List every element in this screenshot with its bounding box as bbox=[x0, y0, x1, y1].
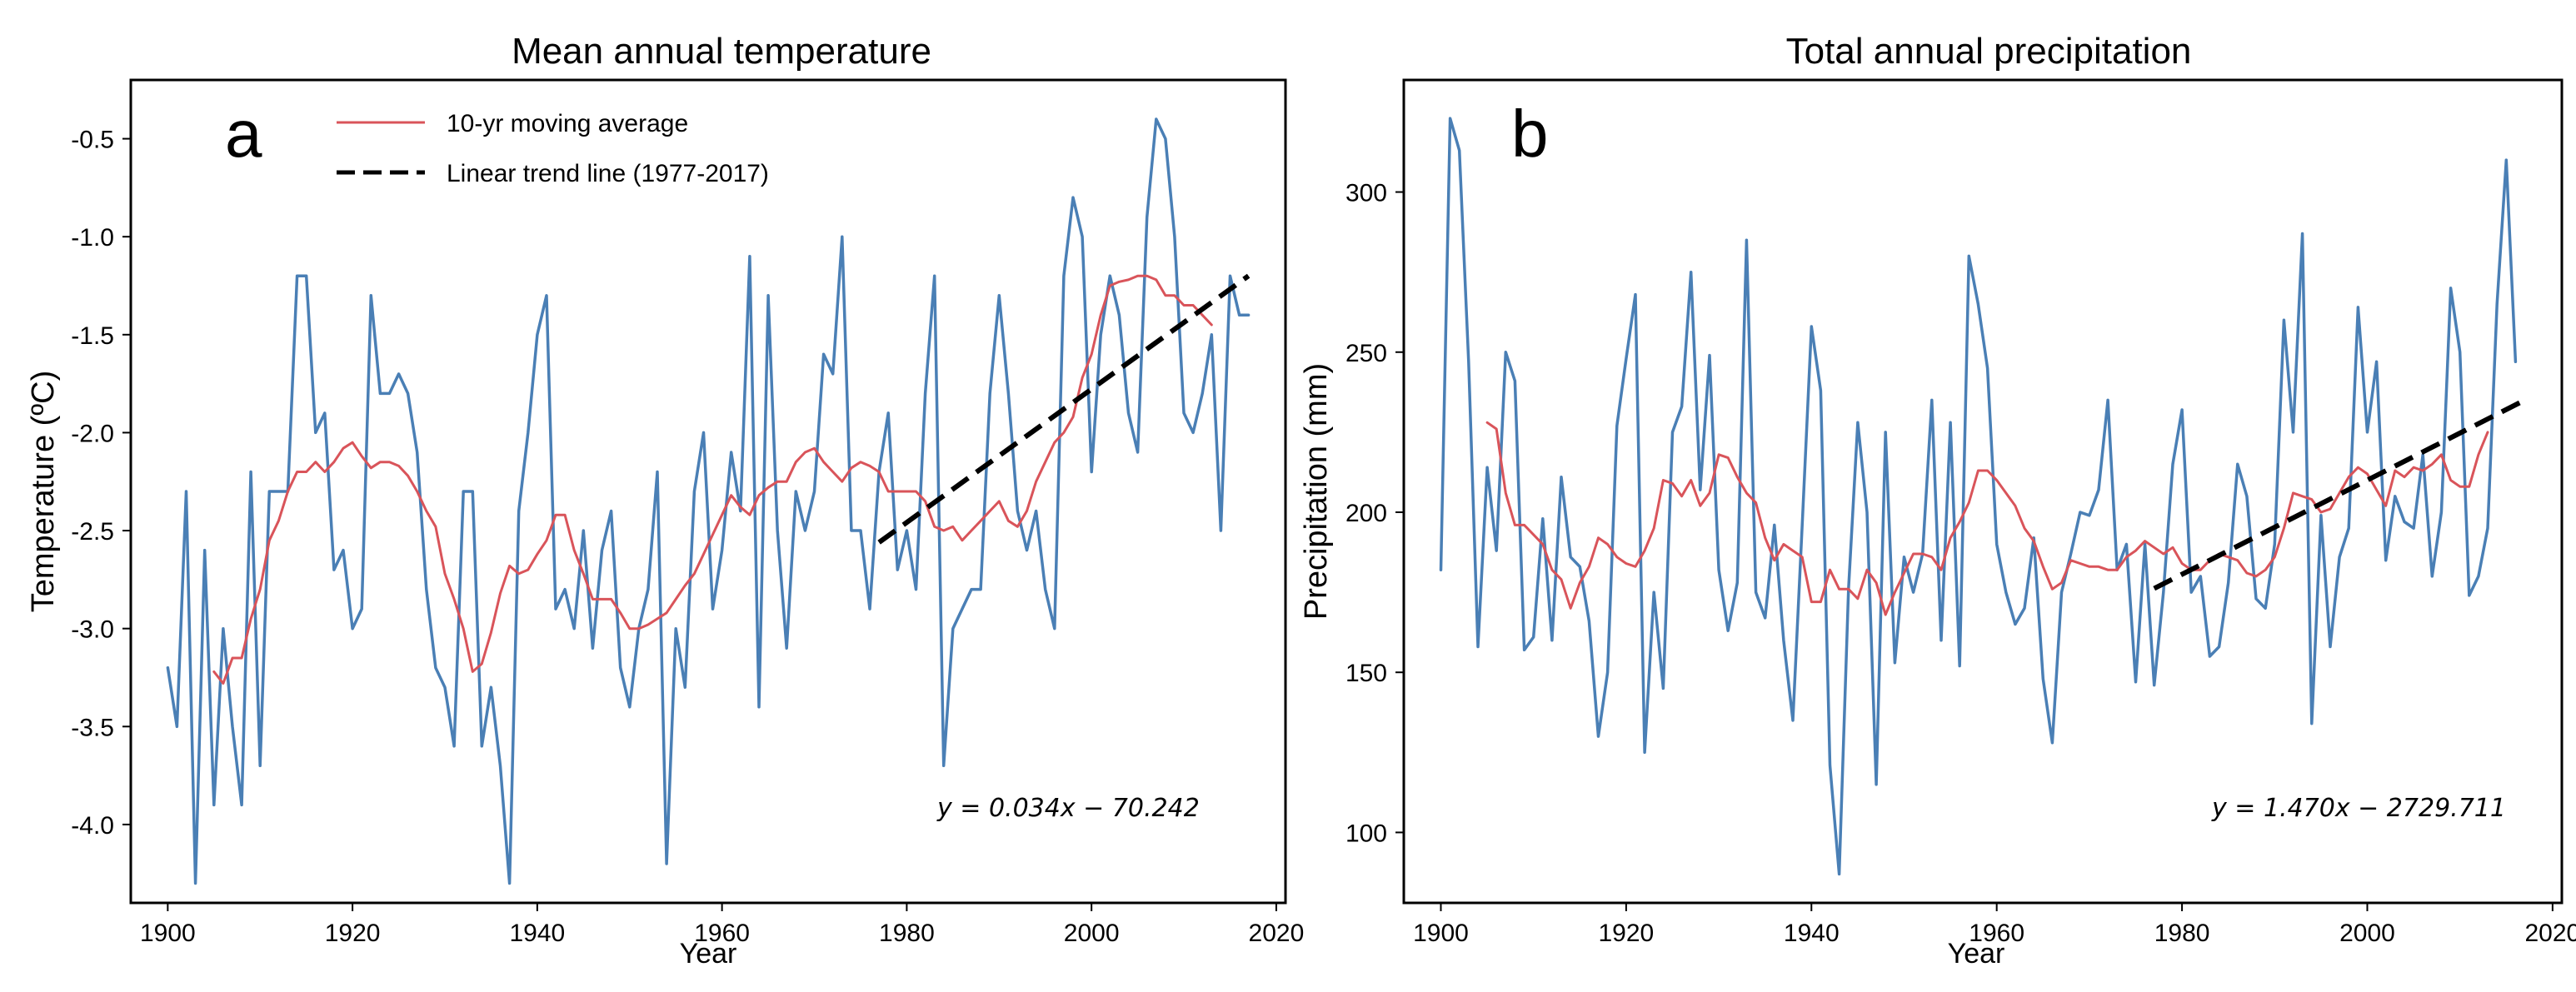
chart-title: Mean annual temperature bbox=[512, 31, 931, 72]
x-tick-label: 1960 bbox=[1969, 920, 2024, 947]
x-axis-label: Year bbox=[680, 938, 737, 970]
y-tick-label: -3.0 bbox=[71, 616, 114, 644]
legend-label-moving-average: 10-yr moving average bbox=[447, 110, 688, 137]
panel-a-temperature: Mean annual temperature a 1900 1920 1940 19… bbox=[26, 31, 1304, 970]
x-axis-label: Year bbox=[1948, 938, 2005, 970]
y-tick-label: 100 bbox=[1345, 820, 1387, 847]
y-tick-label: -0.5 bbox=[71, 127, 114, 154]
legend-label-trend-line: Linear trend line (1977-2017) bbox=[447, 160, 769, 187]
plot-series bbox=[166, 117, 1251, 885]
x-axis-ticks: 1900 1920 1940 1960 1980 2000 2020 bbox=[140, 903, 1304, 947]
chart-title: Total annual precipitation bbox=[1786, 31, 2192, 72]
y-tick-label: -2.5 bbox=[71, 518, 114, 546]
x-tick-label: 1940 bbox=[1784, 920, 1840, 947]
series-line-10-yr-moving-average bbox=[212, 274, 1213, 685]
legend: 10-yr moving average Linear trend line (… bbox=[337, 110, 769, 187]
series-line-linear-trend-line-1977-2017 bbox=[877, 273, 1251, 545]
series-line-linear-trend-line-1977-2017 bbox=[2153, 397, 2526, 591]
y-axis-label: Temperature (ºC) bbox=[26, 371, 61, 613]
series-line-total-annual-precipitation bbox=[1439, 117, 2518, 876]
x-tick-label: 1940 bbox=[509, 920, 565, 947]
y-tick-label: -1.5 bbox=[71, 322, 114, 350]
plot-frame bbox=[1402, 78, 2564, 905]
y-tick-label: 150 bbox=[1345, 660, 1387, 687]
x-tick-label: 1900 bbox=[140, 920, 196, 947]
y-axis-label: Precipitation (mm) bbox=[1299, 363, 1334, 620]
x-tick-label: 1920 bbox=[325, 920, 381, 947]
series-line-annual-mean-temperature bbox=[166, 117, 1251, 885]
trend-equation: y = 0.034x − 70.242 bbox=[936, 794, 1200, 823]
y-tick-label: 200 bbox=[1345, 500, 1387, 527]
y-axis-ticks: 100 150 200 250 300 bbox=[1345, 180, 1404, 847]
x-tick-label: 2000 bbox=[1064, 920, 1120, 947]
y-tick-label: -2.0 bbox=[71, 420, 114, 447]
x-tick-label: 2020 bbox=[1249, 920, 1305, 947]
y-tick-label: 300 bbox=[1345, 180, 1387, 207]
plot-series bbox=[1439, 117, 2526, 876]
y-tick-label: -1.0 bbox=[71, 224, 114, 252]
x-axis-ticks: 1900 1920 1940 1960 1980 2000 2020 bbox=[1413, 903, 2576, 947]
y-axis-ticks: -4.0 -3.5 -3.0 -2.5 -2.0 -1.5 -1.0 -0.5 bbox=[71, 127, 131, 840]
plot-frame bbox=[129, 78, 1287, 905]
x-tick-label: 1900 bbox=[1413, 920, 1469, 947]
x-tick-label: 1980 bbox=[2154, 920, 2210, 947]
y-tick-label: -3.5 bbox=[71, 714, 114, 741]
y-tick-label: -4.0 bbox=[71, 812, 114, 840]
x-tick-label: 1960 bbox=[694, 920, 750, 947]
panel-label: b bbox=[1511, 97, 1549, 171]
x-tick-label: 2000 bbox=[2339, 920, 2395, 947]
panel-label: a bbox=[225, 97, 262, 171]
x-tick-label: 2020 bbox=[2525, 920, 2576, 947]
x-tick-label: 1920 bbox=[1599, 920, 1655, 947]
y-tick-label: 250 bbox=[1345, 340, 1387, 367]
trend-equation: y = 1.470x − 2729.711 bbox=[2211, 794, 2506, 823]
series-line-10-yr-moving-average bbox=[1485, 421, 2489, 616]
x-tick-label: 1980 bbox=[879, 920, 935, 947]
panel-b-precipitation: Total annual precipitation b 1900 1920 194… bbox=[1299, 31, 2576, 970]
